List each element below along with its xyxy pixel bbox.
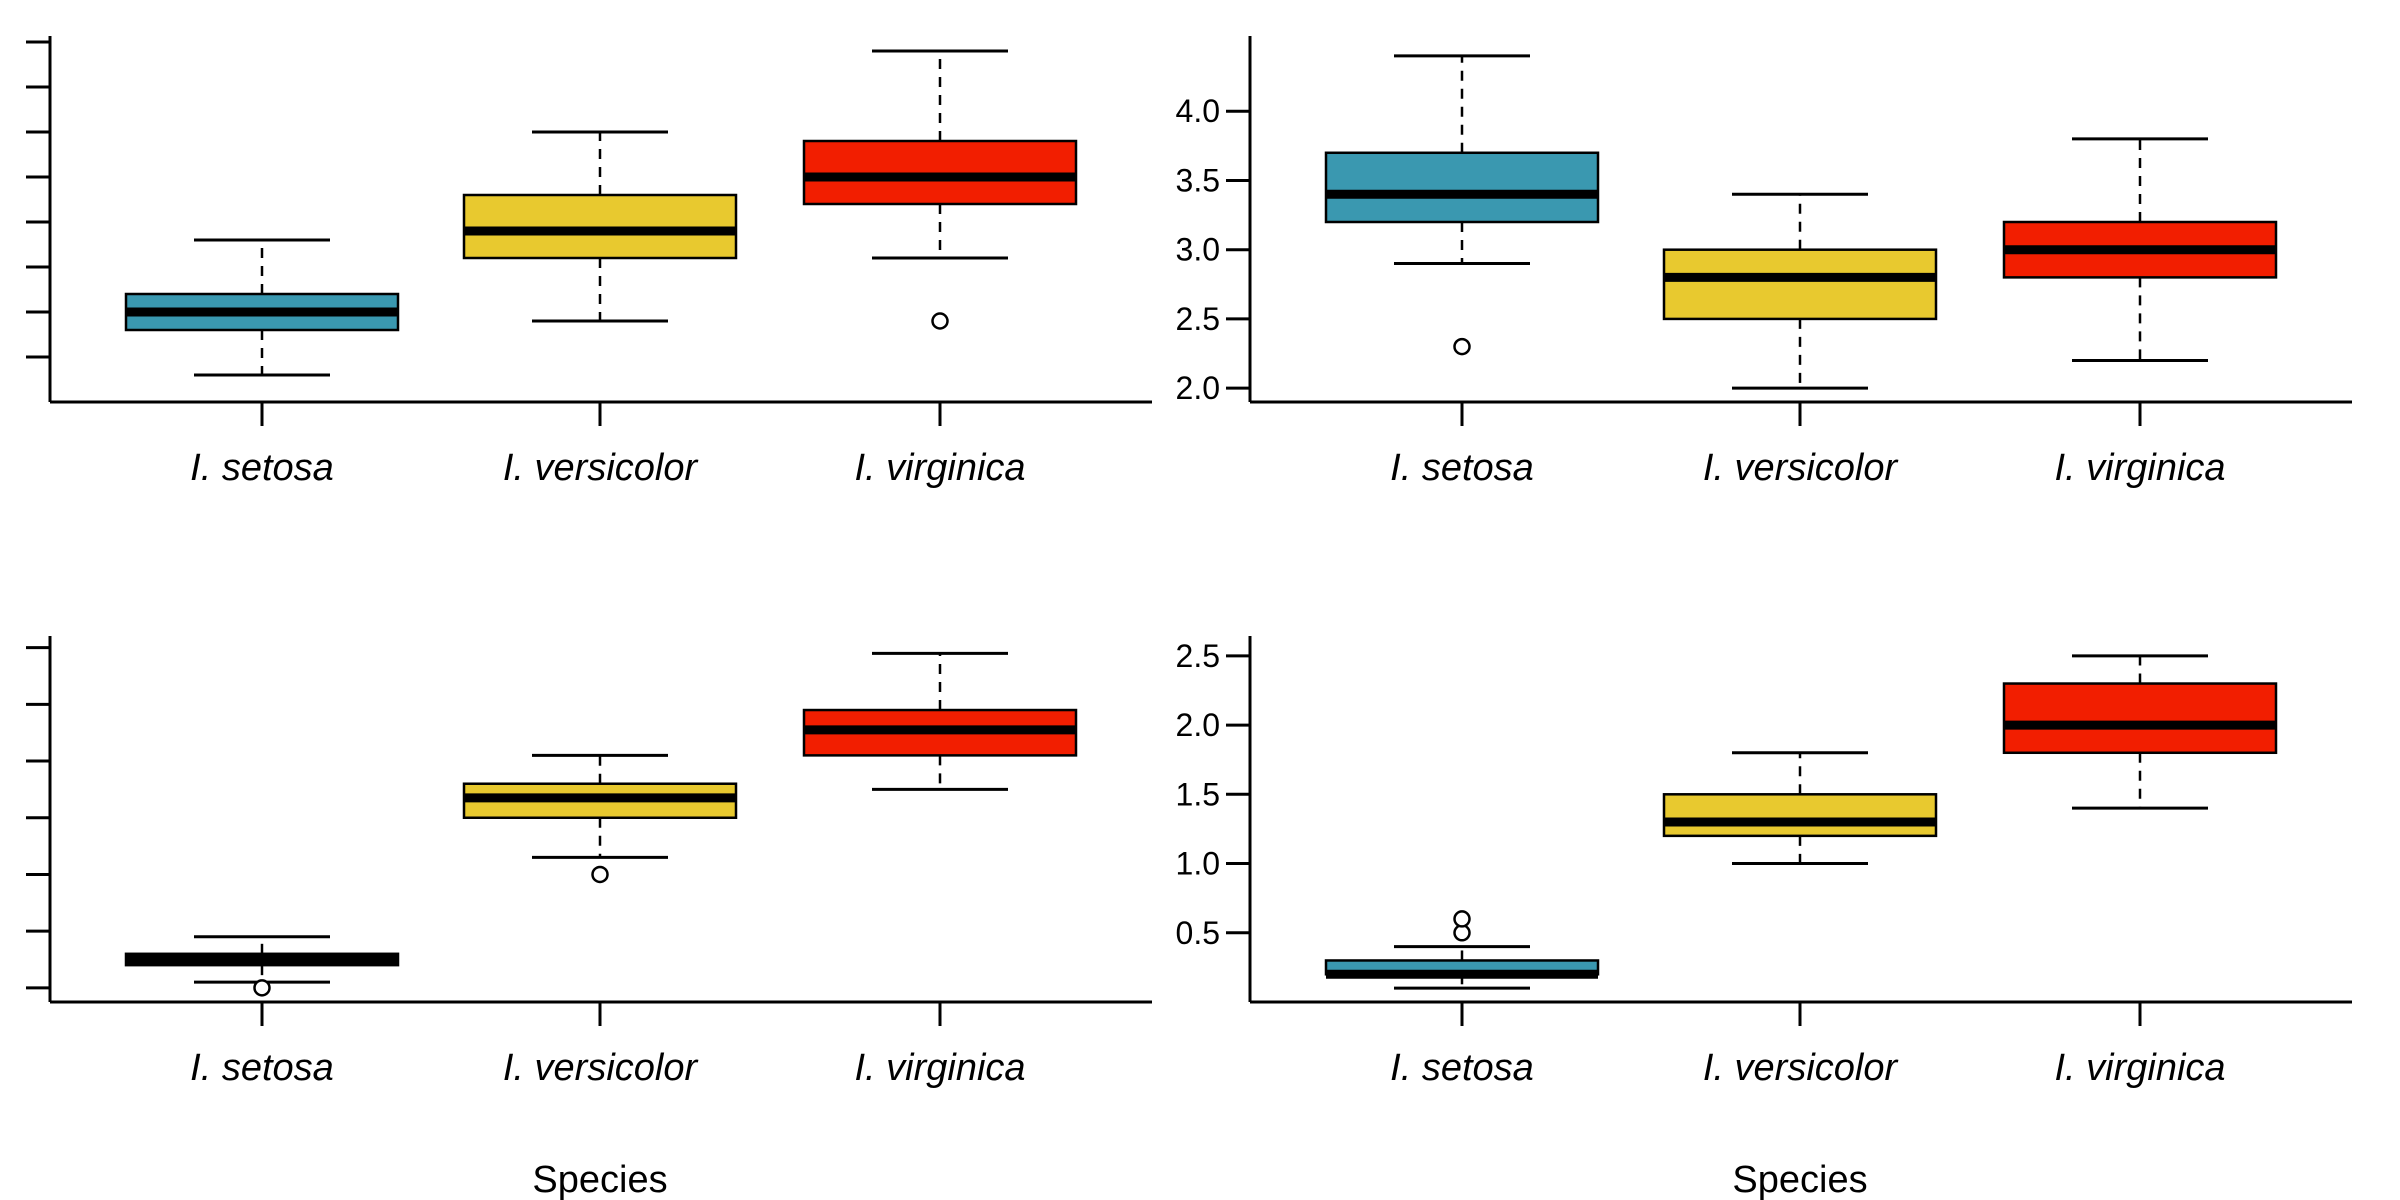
x-axis-title: Species <box>1732 1159 1867 1200</box>
box-i-versicolor <box>462 130 738 323</box>
panel-bottom-right: 0.5 1.0 1.5 2.0 2.5 I. setosa I. versicolor I. … <box>1176 636 2352 1200</box>
box-i-setosa <box>124 238 400 377</box>
y-tick-label: 1.5 <box>1176 776 1220 812</box>
x-tick-label: I. virginica <box>854 447 1025 489</box>
x-tick-label: I. versicolor <box>503 447 699 489</box>
x-axis-title: Species <box>532 1159 667 1200</box>
x-tick-label: I. versicolor <box>503 1047 699 1089</box>
y-tick-label: 1.0 <box>1176 846 1220 882</box>
x-tick-label: I. virginica <box>2054 1047 2225 1089</box>
y-tick-label: 2.0 <box>1176 370 1220 406</box>
box-i-versicolor <box>462 753 738 884</box>
box-body <box>1324 151 1600 224</box>
y-tick-label: 2.5 <box>1176 638 1220 674</box>
outlier-point <box>253 979 271 997</box>
box-i-versicolor <box>1662 751 1938 866</box>
x-tick-label: I. virginica <box>854 1047 1025 1089</box>
box-i-setosa <box>124 935 400 997</box>
y-tick-label: 3.5 <box>1176 162 1220 198</box>
panel-bottom-left: I. setosa I. versicolor I. virginica Specie… <box>26 636 1152 1200</box>
box-i-versicolor <box>1662 192 1938 390</box>
box-i-virginica <box>2002 654 2278 810</box>
x-tick-label: I. versicolor <box>1703 1047 1899 1089</box>
panel-top-right: 2.0 2.5 3.0 3.5 4.0 I. setosa I. versicolor I. … <box>1176 36 2352 489</box>
panel-top-left: I. setosa I. versicolor I. virginica <box>26 36 1152 489</box>
x-tick-label: I. versicolor <box>1703 447 1899 489</box>
outlier-point <box>1453 337 1471 356</box>
box-i-setosa <box>1324 54 1600 356</box>
x-tick-label: I. setosa <box>190 1047 334 1089</box>
box-body <box>1662 793 1938 838</box>
x-tick-label: I. setosa <box>1390 1047 1534 1089</box>
outlier-point <box>591 865 609 884</box>
y-tick-label: 0.5 <box>1176 915 1220 951</box>
y-tick-label: 2.0 <box>1176 707 1220 743</box>
y-tick-label: 3.0 <box>1176 232 1220 268</box>
y-tick-label: 2.5 <box>1176 301 1220 337</box>
outlier-point <box>1453 910 1471 928</box>
box-body <box>1662 248 1938 321</box>
x-tick-label: I. setosa <box>1390 447 1534 489</box>
outlier-point <box>931 312 949 330</box>
x-tick-label: I. virginica <box>2054 447 2225 489</box>
box-i-virginica <box>802 49 1078 330</box>
y-tick-label: 4.0 <box>1176 93 1220 129</box>
box-i-virginica <box>2002 137 2278 362</box>
box-i-setosa <box>1324 910 1600 990</box>
x-tick-label: I. setosa <box>190 447 334 489</box>
box-i-virginica <box>802 651 1078 791</box>
box-body <box>2002 682 2278 755</box>
